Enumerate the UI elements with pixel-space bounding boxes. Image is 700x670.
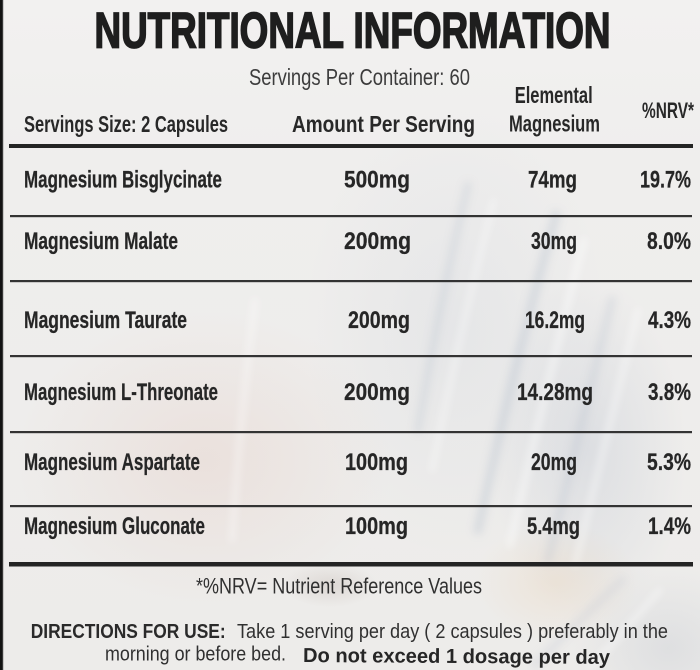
svg-text:500mg: 500mg	[344, 167, 410, 194]
svg-text:Servings Per Container: 60: Servings Per Container: 60	[249, 64, 470, 90]
svg-text:Servings Size: 2 Capsules: Servings Size: 2 Capsules	[24, 111, 228, 137]
svg-text:200mg: 200mg	[344, 228, 411, 255]
svg-text:DIRECTIONS FOR USE:: DIRECTIONS FOR USE:	[31, 621, 226, 643]
svg-text:Magnesium Taurate: Magnesium Taurate	[24, 307, 187, 334]
svg-text:Magnesium Gluconate: Magnesium Gluconate	[24, 513, 205, 540]
svg-text:morning or before bed.: morning or before bed.	[105, 644, 286, 666]
svg-text:4.3%: 4.3%	[648, 307, 691, 334]
svg-text:20mg: 20mg	[531, 449, 577, 476]
svg-text:Elemental: Elemental	[515, 82, 593, 108]
svg-text:200mg: 200mg	[348, 307, 410, 334]
svg-text:19.7%: 19.7%	[640, 167, 691, 194]
svg-text:200mg: 200mg	[344, 379, 410, 406]
svg-text:5.4mg: 5.4mg	[527, 513, 580, 540]
svg-text:Magnesium L-Threonate: Magnesium L-Threonate	[24, 379, 218, 406]
svg-text:Magnesium Bisglycinate: Magnesium Bisglycinate	[24, 167, 222, 194]
svg-text:30mg: 30mg	[531, 228, 577, 255]
svg-text:16.2mg: 16.2mg	[525, 307, 585, 334]
svg-text:Take 1 serving per day ( 2 cap: Take 1 serving per day ( 2 capsules ) pr…	[237, 621, 668, 643]
svg-text:3.8%: 3.8%	[648, 379, 691, 406]
svg-text:100mg: 100mg	[345, 513, 408, 540]
svg-text:*%NRV= Nutrient Reference Valu: *%NRV= Nutrient Reference Values	[196, 574, 482, 599]
svg-text:%NRV*: %NRV*	[642, 98, 694, 123]
svg-text:Amount Per Serving: Amount Per Serving	[292, 111, 475, 137]
svg-text:14.28mg: 14.28mg	[517, 379, 593, 406]
svg-text:Magnesium: Magnesium	[509, 111, 600, 137]
svg-text:Magnesium Aspartate: Magnesium Aspartate	[24, 449, 200, 476]
svg-text:8.0%: 8.0%	[647, 228, 691, 255]
svg-text:74mg: 74mg	[528, 167, 577, 194]
svg-text:Magnesium Malate: Magnesium Malate	[24, 228, 178, 255]
svg-text:5.3%: 5.3%	[647, 449, 691, 476]
svg-text:Do not exceed 1 dosage per day: Do not exceed 1 dosage per day	[303, 645, 611, 669]
svg-text:NUTRITIONAL INFORMATION: NUTRITIONAL INFORMATION	[95, 3, 611, 59]
svg-text:100mg: 100mg	[345, 449, 408, 476]
svg-text:1.4%: 1.4%	[648, 513, 691, 540]
